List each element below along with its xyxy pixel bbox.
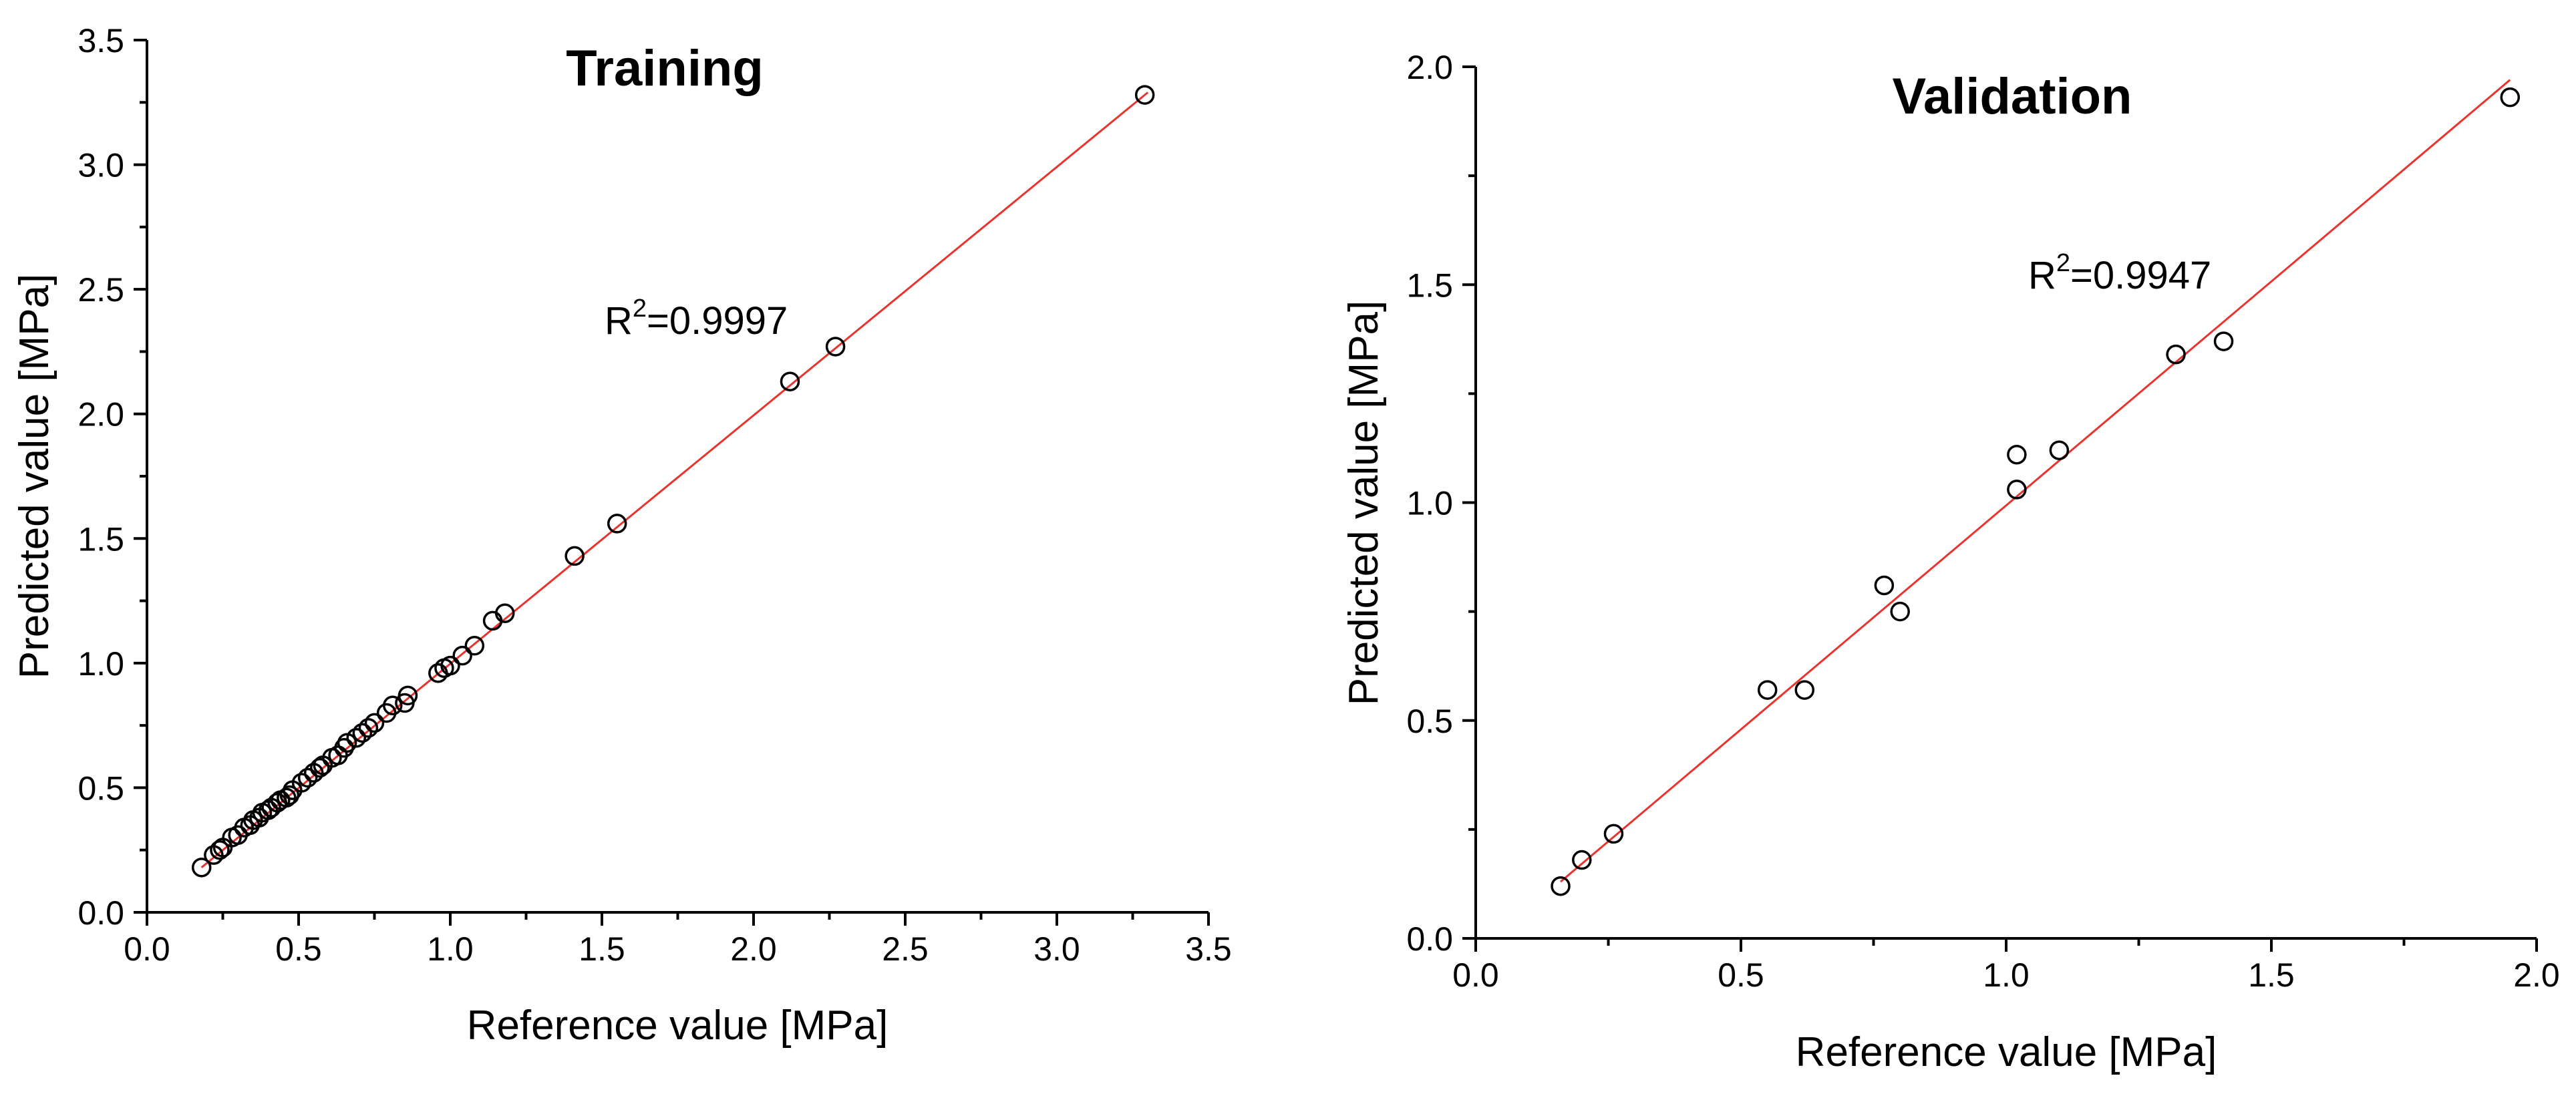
training-x-tick-label: 2.5 xyxy=(882,930,929,968)
validation-chart: Validation Reference value [MPa] Predict… xyxy=(1341,49,2560,1075)
training-data-point xyxy=(382,695,403,716)
validation-data-point xyxy=(2007,444,2027,465)
validation-y-axis-label: Predicted value [MPa] xyxy=(1341,301,1387,706)
validation-y-tick-label: 1.5 xyxy=(1406,266,1453,304)
training-y-tick-label: 3.5 xyxy=(77,22,124,59)
training-data-point xyxy=(452,645,472,666)
training-data-point xyxy=(607,514,627,534)
validation-data-point xyxy=(2007,480,2027,500)
training-y-tick-label: 2.0 xyxy=(77,396,124,433)
validation-x-tick-label: 2.0 xyxy=(2513,956,2560,994)
training-x-tick-label: 3.0 xyxy=(1033,930,1080,968)
validation-x-tick-label: 0.0 xyxy=(1452,956,1499,994)
training-chart: Training Reference value [MPa] Predicted… xyxy=(11,22,1232,1049)
training-data-point xyxy=(397,685,418,706)
validation-y-tick-label: 0.0 xyxy=(1406,920,1453,958)
training-r-squared-annotation: R2=0.9997 xyxy=(605,295,788,343)
validation-fit-line xyxy=(1560,79,2511,883)
training-data-point xyxy=(291,773,312,793)
training-x-axis-label: Reference value [MPa] xyxy=(467,1002,889,1049)
validation-data-point xyxy=(1874,575,1895,596)
validation-x-tick-label: 0.5 xyxy=(1718,956,1764,994)
training-data-point xyxy=(191,858,212,878)
validation-x-axis-label: Reference value [MPa] xyxy=(1796,1029,2217,1075)
training-x-tick-label: 3.5 xyxy=(1185,930,1232,968)
validation-data-point xyxy=(2213,331,2234,351)
training-ticks: 0.0 0.5 1.0 1.5 2.0 2.5 3.0 3.5 0.0 0.5 1.0 1.5 2.0 2… xyxy=(77,22,1231,968)
training-data-point xyxy=(297,767,318,788)
training-data-point xyxy=(464,635,485,656)
training-y-axis-label: Predicted value [MPa] xyxy=(11,274,57,679)
validation-points xyxy=(1551,79,2521,896)
validation-data-point xyxy=(1757,680,1778,700)
training-x-tick-label: 1.5 xyxy=(579,930,625,968)
validation-data-point xyxy=(1603,824,1624,844)
validation-data-point xyxy=(1890,601,1910,622)
training-y-tick-label: 3.0 xyxy=(77,147,124,184)
training-data-point xyxy=(825,337,846,357)
validation-data-point xyxy=(1794,680,1815,700)
training-data-point xyxy=(310,757,330,778)
training-data-point xyxy=(346,728,367,748)
validation-data-point xyxy=(1551,876,1571,896)
training-y-tick-label: 1.0 xyxy=(77,645,124,683)
training-title: Training xyxy=(566,40,764,97)
validation-axis-frame xyxy=(1474,67,2537,940)
training-y-tick-label: 2.5 xyxy=(77,271,124,309)
validation-ticks: 0.0 0.5 1.0 1.5 2.0 0.0 0.5 1.0 1.5 2.0 xyxy=(1406,49,2559,994)
training-data-point xyxy=(565,546,585,566)
validation-data-point xyxy=(2500,87,2521,108)
training-data-point xyxy=(210,840,230,860)
training-data-point xyxy=(780,371,800,391)
training-points xyxy=(191,85,1155,878)
training-x-tick-label: 2.0 xyxy=(730,930,777,968)
training-y-tick-label: 0.5 xyxy=(77,769,124,807)
training-data-point xyxy=(364,713,385,733)
training-x-tick-label: 0.0 xyxy=(124,930,170,968)
training-data-point xyxy=(1134,85,1155,105)
validation-y-tick-label: 1.0 xyxy=(1406,485,1453,522)
training-data-point xyxy=(440,655,460,676)
training-data-point xyxy=(352,723,373,743)
validation-data-point xyxy=(2166,344,2186,365)
validation-y-tick-label: 2.0 xyxy=(1406,49,1453,86)
training-y-tick-label: 0.0 xyxy=(77,894,124,932)
validation-y-tick-label: 0.5 xyxy=(1406,703,1453,740)
validation-data-point xyxy=(1572,850,1592,870)
validation-x-tick-label: 1.5 xyxy=(2248,956,2295,994)
training-y-tick-label: 1.5 xyxy=(77,520,124,558)
validation-r-squared-annotation: R2=0.9947 xyxy=(2028,249,2211,297)
validation-data-point xyxy=(2049,440,2070,460)
training-x-tick-label: 1.0 xyxy=(427,930,474,968)
validation-x-tick-label: 1.0 xyxy=(1983,956,2030,994)
training-data-point xyxy=(494,603,515,623)
training-data-point xyxy=(358,718,379,738)
training-x-tick-label: 0.5 xyxy=(275,930,322,968)
training-fit-line xyxy=(200,92,1149,868)
validation-title: Validation xyxy=(1893,68,2132,125)
